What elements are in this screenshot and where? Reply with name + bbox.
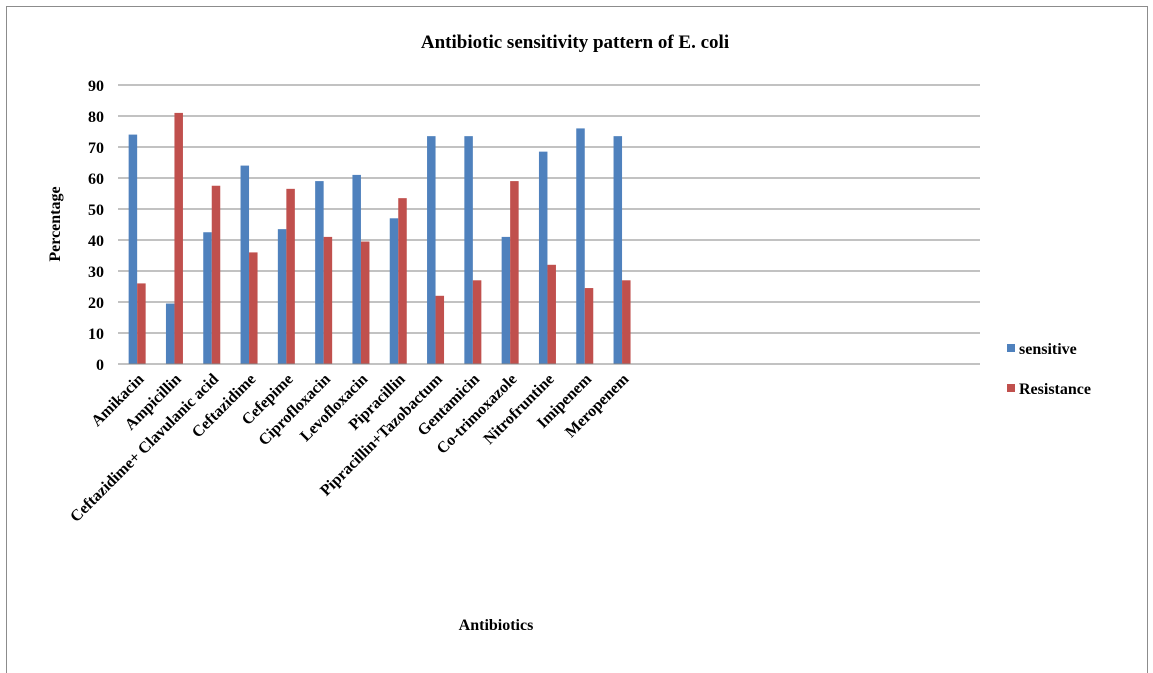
bar-resistance-4 bbox=[249, 252, 258, 364]
legend-label: sensitive bbox=[1019, 341, 1077, 358]
bar-resistance-2 bbox=[174, 112, 183, 365]
legend-swatch bbox=[1007, 384, 1015, 392]
bar-resistance-8 bbox=[398, 198, 407, 364]
legend: sensitive Resistance bbox=[1007, 341, 1091, 398]
bar-sensitive-6 bbox=[315, 181, 324, 364]
x-axis-title: Antibiotics bbox=[459, 617, 534, 634]
bar-resistance-5 bbox=[286, 188, 295, 364]
bar-resistance-1 bbox=[137, 283, 146, 364]
y-tick-label: 50 bbox=[88, 202, 104, 219]
bar-resistance-9 bbox=[435, 295, 445, 364]
gridlines bbox=[118, 84, 980, 334]
bars bbox=[128, 112, 631, 365]
bar-sensitive-4 bbox=[240, 165, 250, 364]
y-tick-label: 0 bbox=[96, 357, 104, 374]
y-tick-label: 70 bbox=[88, 140, 104, 157]
bar-sensitive-5 bbox=[277, 229, 287, 364]
y-tick-label: 90 bbox=[88, 78, 104, 95]
y-tick-label: 20 bbox=[88, 295, 104, 312]
bar-resistance-6 bbox=[323, 236, 333, 364]
bar-resistance-12 bbox=[547, 264, 556, 364]
y-tick-label: 40 bbox=[88, 233, 104, 250]
y-axis-ticks: 0 10 20 30 40 50 60 70 80 90 bbox=[88, 78, 104, 374]
bar-sensitive-10 bbox=[464, 136, 473, 364]
chart-title: Antibiotic sensitivity pattern of E. col… bbox=[421, 32, 729, 53]
legend-swatch bbox=[1007, 344, 1015, 352]
y-tick-label: 30 bbox=[88, 264, 104, 281]
legend-label: Resistance bbox=[1019, 381, 1091, 398]
bar-sensitive-7 bbox=[352, 174, 361, 364]
bar-resistance-13 bbox=[584, 288, 594, 364]
bar-sensitive-8 bbox=[389, 218, 399, 364]
bar-resistance-14 bbox=[622, 280, 631, 364]
chart-frame bbox=[6, 6, 1148, 673]
bar-sensitive-3 bbox=[203, 232, 212, 364]
bar-resistance-7 bbox=[360, 241, 370, 364]
bar-resistance-3 bbox=[211, 185, 221, 364]
bar-resistance-10 bbox=[472, 280, 482, 364]
y-tick-label: 80 bbox=[88, 109, 104, 126]
bar-sensitive-12 bbox=[538, 151, 548, 364]
y-tick-label: 60 bbox=[88, 171, 104, 188]
bar-sensitive-14 bbox=[613, 136, 623, 364]
bar-sensitive-2 bbox=[165, 303, 175, 364]
bar-sensitive-11 bbox=[501, 236, 511, 364]
bar-sensitive-13 bbox=[576, 128, 585, 364]
x-tick-label: Ceftazidime+ Clavulanic acid bbox=[67, 371, 222, 526]
y-axis-title: Percentage bbox=[47, 186, 64, 261]
bar-sensitive-1 bbox=[128, 134, 138, 364]
bar-sensitive-9 bbox=[427, 136, 436, 364]
y-tick-label: 10 bbox=[88, 326, 104, 343]
bar-resistance-11 bbox=[510, 181, 519, 364]
